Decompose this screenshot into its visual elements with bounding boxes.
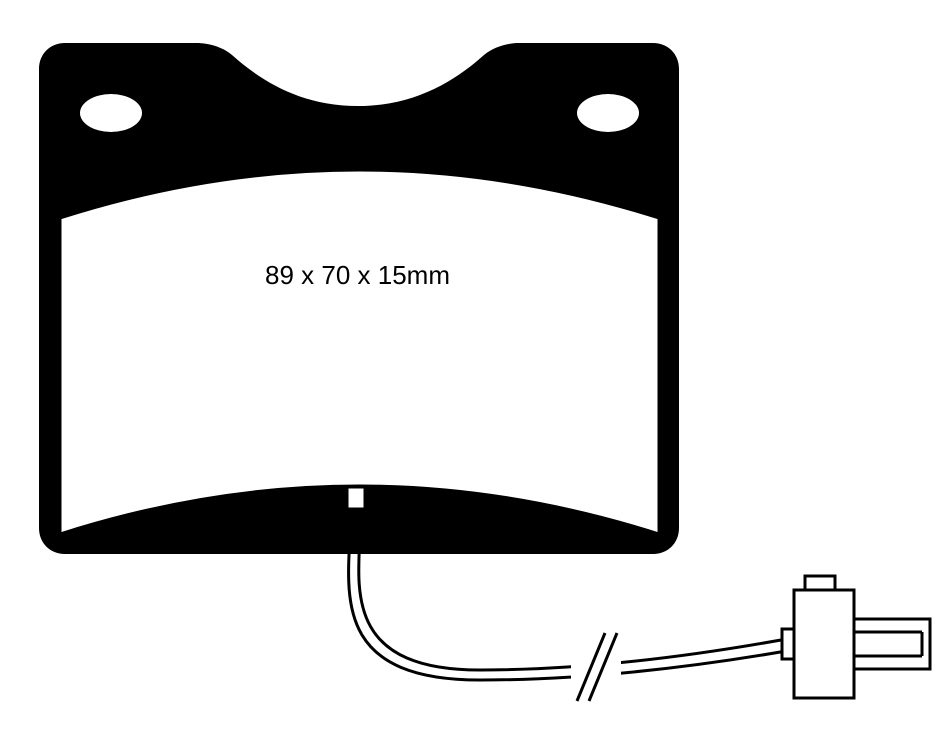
wire-exit-port [347, 487, 365, 509]
mounting-hole-right [577, 94, 639, 132]
brake-pad-diagram [0, 0, 950, 755]
dimension-label: 89 x 70 x 15mm [265, 260, 450, 291]
brake-pad-friction-surface [60, 170, 659, 534]
mounting-hole-left [80, 94, 142, 132]
wear-sensor-connector [782, 576, 930, 698]
